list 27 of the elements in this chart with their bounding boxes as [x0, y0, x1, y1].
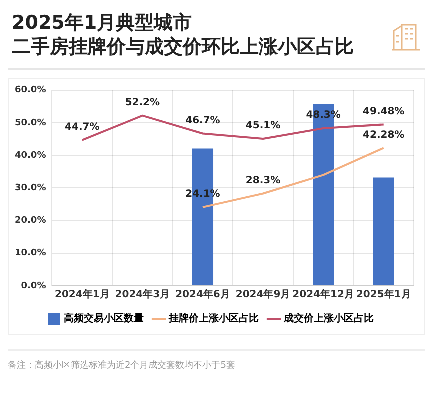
data-label: 45.1% — [246, 120, 281, 132]
x-tick-label: 2024年1月 — [54, 288, 110, 300]
y-tick-label: 30.0% — [14, 183, 46, 194]
y-tick-label: 0.0% — [21, 280, 46, 291]
legend-label: 高频交易小区数量 — [64, 312, 144, 324]
x-tick-label: 2024年6月 — [176, 288, 230, 300]
legend-label: 成交价上涨小区占比 — [283, 312, 374, 324]
bar — [373, 177, 394, 285]
x-tick-label: 2024年12月 — [292, 288, 354, 300]
legend-label: 挂牌价上涨小区占比 — [168, 312, 259, 324]
x-tick-label: 2024年9月 — [236, 288, 291, 300]
data-label: 46.7% — [186, 114, 220, 126]
text: 备注：高频小区筛选标准为近2个月成交套数均不小于5套 — [8, 360, 236, 372]
data-label: 49.48% — [363, 106, 405, 117]
y-tick-label: 10.0% — [14, 248, 46, 258]
x-tick-label: 2025年1月 — [356, 288, 412, 300]
y-tick-label: 20.0% — [14, 216, 46, 226]
data-label: 42.28% — [363, 129, 405, 140]
chart-subtitle: 二手房挂牌价与成交价环比上涨小区占比 — [12, 36, 354, 60]
chart-title: 2025年1月典型城市 — [12, 12, 194, 36]
data-label: 28.3% — [246, 174, 281, 186]
y-tick-label: 50.0% — [14, 118, 46, 128]
x-tick-label: 2024年3月 — [115, 288, 170, 300]
y-tick-label: 60.0% — [14, 85, 46, 96]
data-label: 52.2% — [125, 96, 160, 108]
y-tick-label: 40.0% — [14, 150, 46, 160]
data-label: 44.7% — [65, 121, 100, 132]
